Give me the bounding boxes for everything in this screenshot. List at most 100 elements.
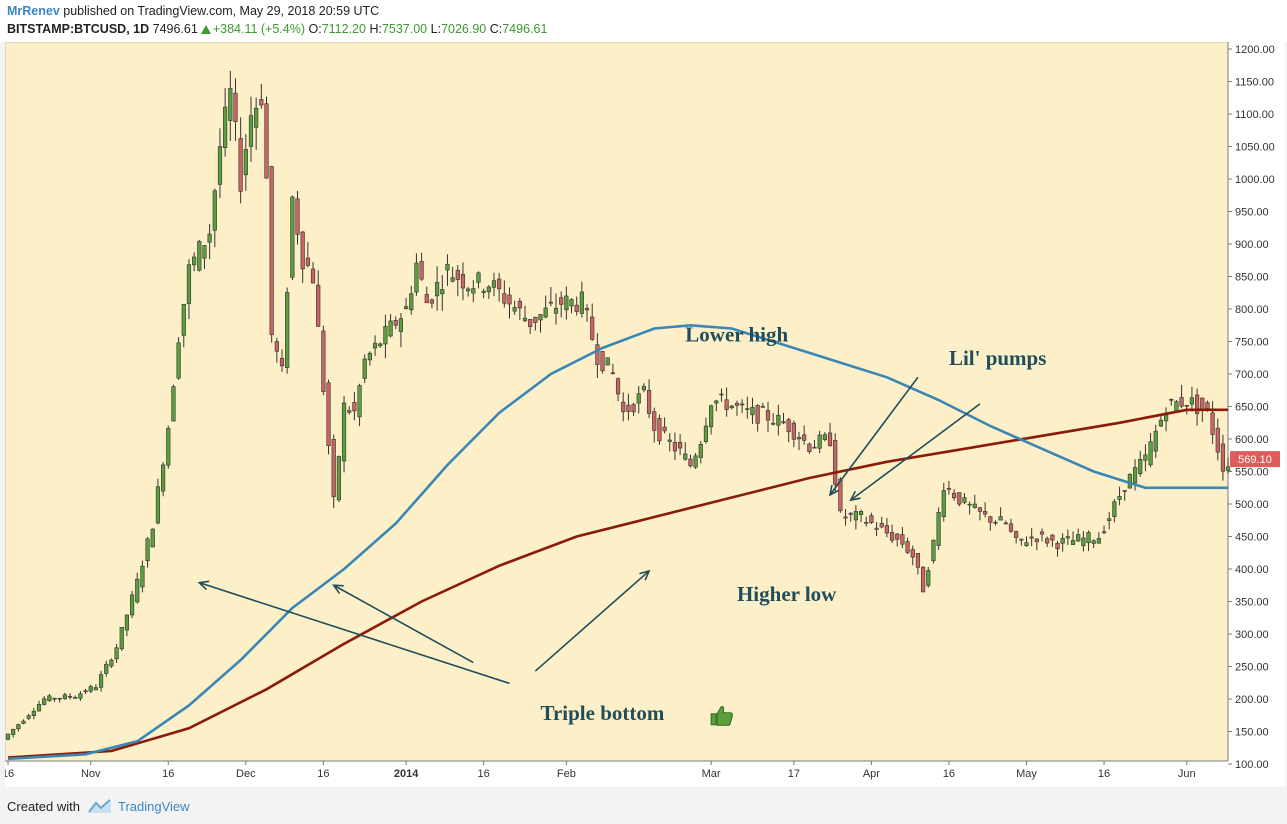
annotation-arrow bbox=[333, 584, 474, 664]
y-tick-label: 700.00 bbox=[1235, 369, 1269, 381]
candle-body bbox=[548, 301, 553, 304]
plot-background[interactable] bbox=[5, 42, 1229, 762]
candle-body bbox=[455, 269, 460, 280]
price-axis[interactable] bbox=[1228, 42, 1285, 761]
candle-body bbox=[683, 453, 688, 460]
candle-body bbox=[584, 307, 590, 311]
open-value: 7112.20 bbox=[321, 22, 366, 36]
author-name[interactable]: MrRenev bbox=[7, 4, 60, 18]
arrow-head-icon bbox=[332, 584, 344, 594]
candle-body bbox=[16, 724, 21, 730]
candle-body bbox=[207, 233, 212, 243]
candle-body bbox=[507, 294, 512, 305]
candle-body bbox=[1014, 531, 1019, 538]
time-axis[interactable] bbox=[5, 761, 1285, 785]
candle-body bbox=[109, 659, 114, 667]
y-tick-label: 750.00 bbox=[1235, 337, 1269, 349]
candle-body bbox=[724, 399, 729, 410]
candle-body bbox=[988, 516, 993, 523]
candle-body bbox=[1065, 536, 1070, 539]
x-tick-label: 16 bbox=[162, 768, 174, 780]
x-tick-label: Dec bbox=[236, 768, 256, 780]
candle-body bbox=[403, 306, 409, 310]
y-tick-label: 150.00 bbox=[1235, 727, 1269, 739]
annotation-label: Lil' pumps bbox=[949, 346, 1046, 370]
candle-body bbox=[740, 403, 745, 406]
candle-body bbox=[926, 570, 931, 586]
publish-line: MrRenev published on TradingView.com, Ma… bbox=[7, 4, 379, 18]
candle-body bbox=[398, 318, 404, 332]
candle-body bbox=[445, 263, 450, 271]
candle-body bbox=[600, 351, 605, 372]
x-tick-label: 16 bbox=[1098, 768, 1110, 780]
last-price-label: 569.10 bbox=[1238, 454, 1272, 466]
candle-body bbox=[905, 541, 910, 553]
candle-body bbox=[326, 382, 331, 446]
candle-body bbox=[543, 307, 548, 318]
candle-body bbox=[31, 710, 36, 716]
chart-area[interactable]: 1200.00 1150.00 1100.00 1050.00 1000.00 950.0… bbox=[5, 42, 1285, 787]
low-label: L: bbox=[430, 22, 442, 36]
price-chart[interactable]: 1200.00 1150.00 1100.00 1050.00 1000.00 950.0… bbox=[5, 42, 1285, 787]
candle-body bbox=[946, 487, 952, 490]
candle-body bbox=[233, 92, 238, 122]
y-tick-label: 300.00 bbox=[1235, 629, 1269, 641]
candle-body bbox=[243, 149, 248, 176]
candle-body bbox=[497, 278, 502, 290]
candle-body bbox=[1060, 538, 1065, 544]
fast-moving-average bbox=[7, 323, 1229, 761]
arrow-head-icon bbox=[197, 580, 210, 591]
candle-body bbox=[1096, 538, 1101, 544]
candle-body bbox=[1008, 523, 1014, 532]
candle-body bbox=[476, 272, 481, 283]
candle-body bbox=[1122, 490, 1127, 492]
candle-body bbox=[1153, 430, 1158, 452]
candle-body bbox=[305, 257, 310, 266]
candle-body bbox=[512, 307, 517, 312]
candle-body bbox=[450, 277, 455, 282]
candle-body bbox=[879, 522, 884, 528]
candle-body bbox=[1132, 467, 1138, 484]
candle-body bbox=[5, 733, 11, 740]
candle-body bbox=[140, 565, 145, 588]
footer: Created with TradingView bbox=[0, 793, 1287, 824]
candle-body bbox=[621, 401, 626, 413]
candle-body bbox=[259, 99, 264, 106]
candle-body bbox=[1029, 536, 1034, 539]
arrow-head-icon bbox=[828, 484, 840, 497]
arrow-head-icon bbox=[639, 569, 651, 581]
candle-body bbox=[440, 289, 445, 295]
candle-body bbox=[796, 436, 802, 440]
candle-body bbox=[853, 511, 858, 521]
candle-body bbox=[755, 405, 760, 424]
candle-body bbox=[150, 528, 155, 548]
annotation-arrow bbox=[829, 376, 919, 496]
x-tick-label: May bbox=[1016, 768, 1037, 780]
candle-body bbox=[884, 525, 889, 534]
y-tick-label: 1050.00 bbox=[1235, 142, 1275, 154]
candle-body bbox=[771, 422, 776, 425]
candle-body bbox=[1205, 402, 1210, 409]
candle-body bbox=[491, 280, 497, 288]
candle-body bbox=[429, 299, 435, 304]
tradingview-logo-icon[interactable] bbox=[88, 798, 112, 814]
candle-body bbox=[1117, 496, 1122, 500]
candle-body bbox=[347, 410, 352, 413]
candle-body bbox=[21, 720, 26, 724]
y-tick-label: 850.00 bbox=[1235, 272, 1269, 284]
candle-body bbox=[672, 442, 678, 452]
candle-body bbox=[435, 282, 440, 297]
candle-body bbox=[848, 512, 853, 515]
candle-body bbox=[279, 358, 285, 367]
candle-body bbox=[383, 326, 388, 345]
candle-body bbox=[119, 626, 124, 650]
y-tick-label: 200.00 bbox=[1235, 694, 1269, 706]
candle-body bbox=[931, 539, 936, 562]
tradingview-link[interactable]: TradingView bbox=[118, 799, 190, 814]
candle-body bbox=[1086, 532, 1091, 544]
candle-body bbox=[62, 694, 67, 700]
candle-body bbox=[559, 297, 564, 305]
candle-body bbox=[1050, 534, 1055, 541]
price-change: +384.11 (+5.4%) bbox=[212, 22, 306, 36]
symbol-label[interactable]: BITSTAMP:BTCUSD, 1D bbox=[7, 22, 150, 36]
